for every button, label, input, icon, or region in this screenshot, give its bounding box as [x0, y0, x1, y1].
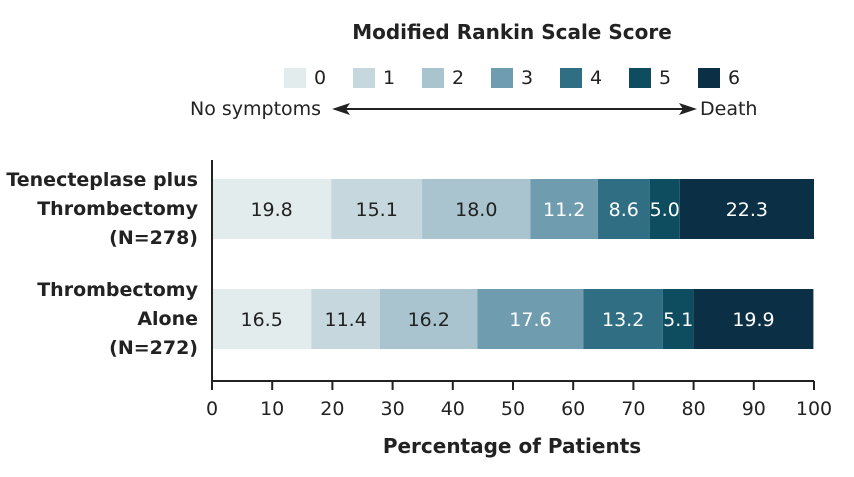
bar-segment — [530, 179, 598, 239]
bar-value-label: 18.0 — [455, 199, 497, 221]
bar-segment — [331, 179, 423, 239]
bar-value-label: 22.3 — [726, 199, 768, 221]
x-tick-label: 0 — [206, 398, 218, 420]
row-label-line: Thrombectomy — [37, 198, 198, 220]
legend-swatch — [284, 68, 306, 88]
bar-segment — [379, 289, 478, 349]
legend-swatch — [422, 68, 444, 88]
bar-value-label: 15.1 — [355, 199, 397, 221]
x-tick-label: 70 — [621, 398, 645, 420]
bar-segment — [583, 289, 663, 349]
bar-segment — [422, 179, 531, 239]
row-label-line: Alone — [137, 308, 198, 330]
legend-label: 0 — [314, 67, 327, 89]
legend-title: Modified Rankin Scale Score — [352, 20, 672, 44]
x-tick-label: 10 — [260, 398, 284, 420]
bar-value-label: 19.9 — [732, 309, 774, 331]
x-tick-label: 50 — [501, 398, 525, 420]
x-tick-label: 100 — [796, 398, 832, 420]
row-label: Thrombectomy Alone (N=272) — [0, 276, 198, 363]
x-tick-label: 20 — [320, 398, 344, 420]
row-label: Tenecteplase plus Thrombectomy (N=278) — [0, 166, 198, 253]
legend-label: 3 — [521, 67, 534, 89]
row-label-line: Thrombectomy — [37, 279, 198, 301]
scale-right-label: Death — [700, 98, 758, 120]
bar-segment — [693, 289, 814, 349]
bar-segment — [477, 289, 584, 349]
legend-label: 5 — [659, 67, 672, 89]
bar-segment — [212, 179, 332, 239]
bar-value-label: 5.0 — [650, 199, 680, 221]
scale-double-arrow — [332, 103, 697, 115]
bar-value-label: 8.6 — [609, 199, 639, 221]
bar-segment — [597, 179, 650, 239]
legend-swatch — [560, 68, 582, 88]
bar-value-label: 5.1 — [663, 309, 693, 331]
legend-swatch — [698, 68, 720, 88]
bar-value-label: 13.2 — [602, 309, 644, 331]
legend-swatch — [491, 68, 513, 88]
x-tick-label: 80 — [682, 398, 706, 420]
bar-segment — [311, 289, 380, 349]
bar-value-label: 11.2 — [543, 199, 585, 221]
legend-label: 6 — [728, 67, 741, 89]
legend-label: 4 — [590, 67, 603, 89]
legend-swatch — [353, 68, 375, 88]
bar-segment — [212, 289, 312, 349]
legend-label: 2 — [452, 67, 465, 89]
x-axis-title: Percentage of Patients — [382, 434, 642, 458]
bar-value-label: 17.6 — [509, 309, 551, 331]
row-label-line: Tenecteplase plus — [6, 169, 198, 191]
bar-value-label: 11.4 — [324, 309, 366, 331]
scale-left-label: No symptoms — [190, 98, 322, 120]
bar-segment — [649, 179, 680, 239]
x-tick-label: 60 — [561, 398, 585, 420]
bar-value-label: 19.8 — [250, 199, 292, 221]
bar-segment — [662, 289, 694, 349]
legend-swatch — [629, 68, 651, 88]
row-label-line: (N=278) — [109, 227, 198, 249]
bar-segment — [679, 179, 814, 239]
legend-label: 1 — [383, 67, 396, 89]
x-tick-label: 90 — [742, 398, 766, 420]
row-label-line: (N=272) — [109, 337, 198, 359]
x-tick-label: 40 — [441, 398, 465, 420]
bar-value-label: 16.5 — [241, 309, 283, 331]
x-tick-label: 30 — [381, 398, 405, 420]
bar-value-label: 16.2 — [408, 309, 450, 331]
